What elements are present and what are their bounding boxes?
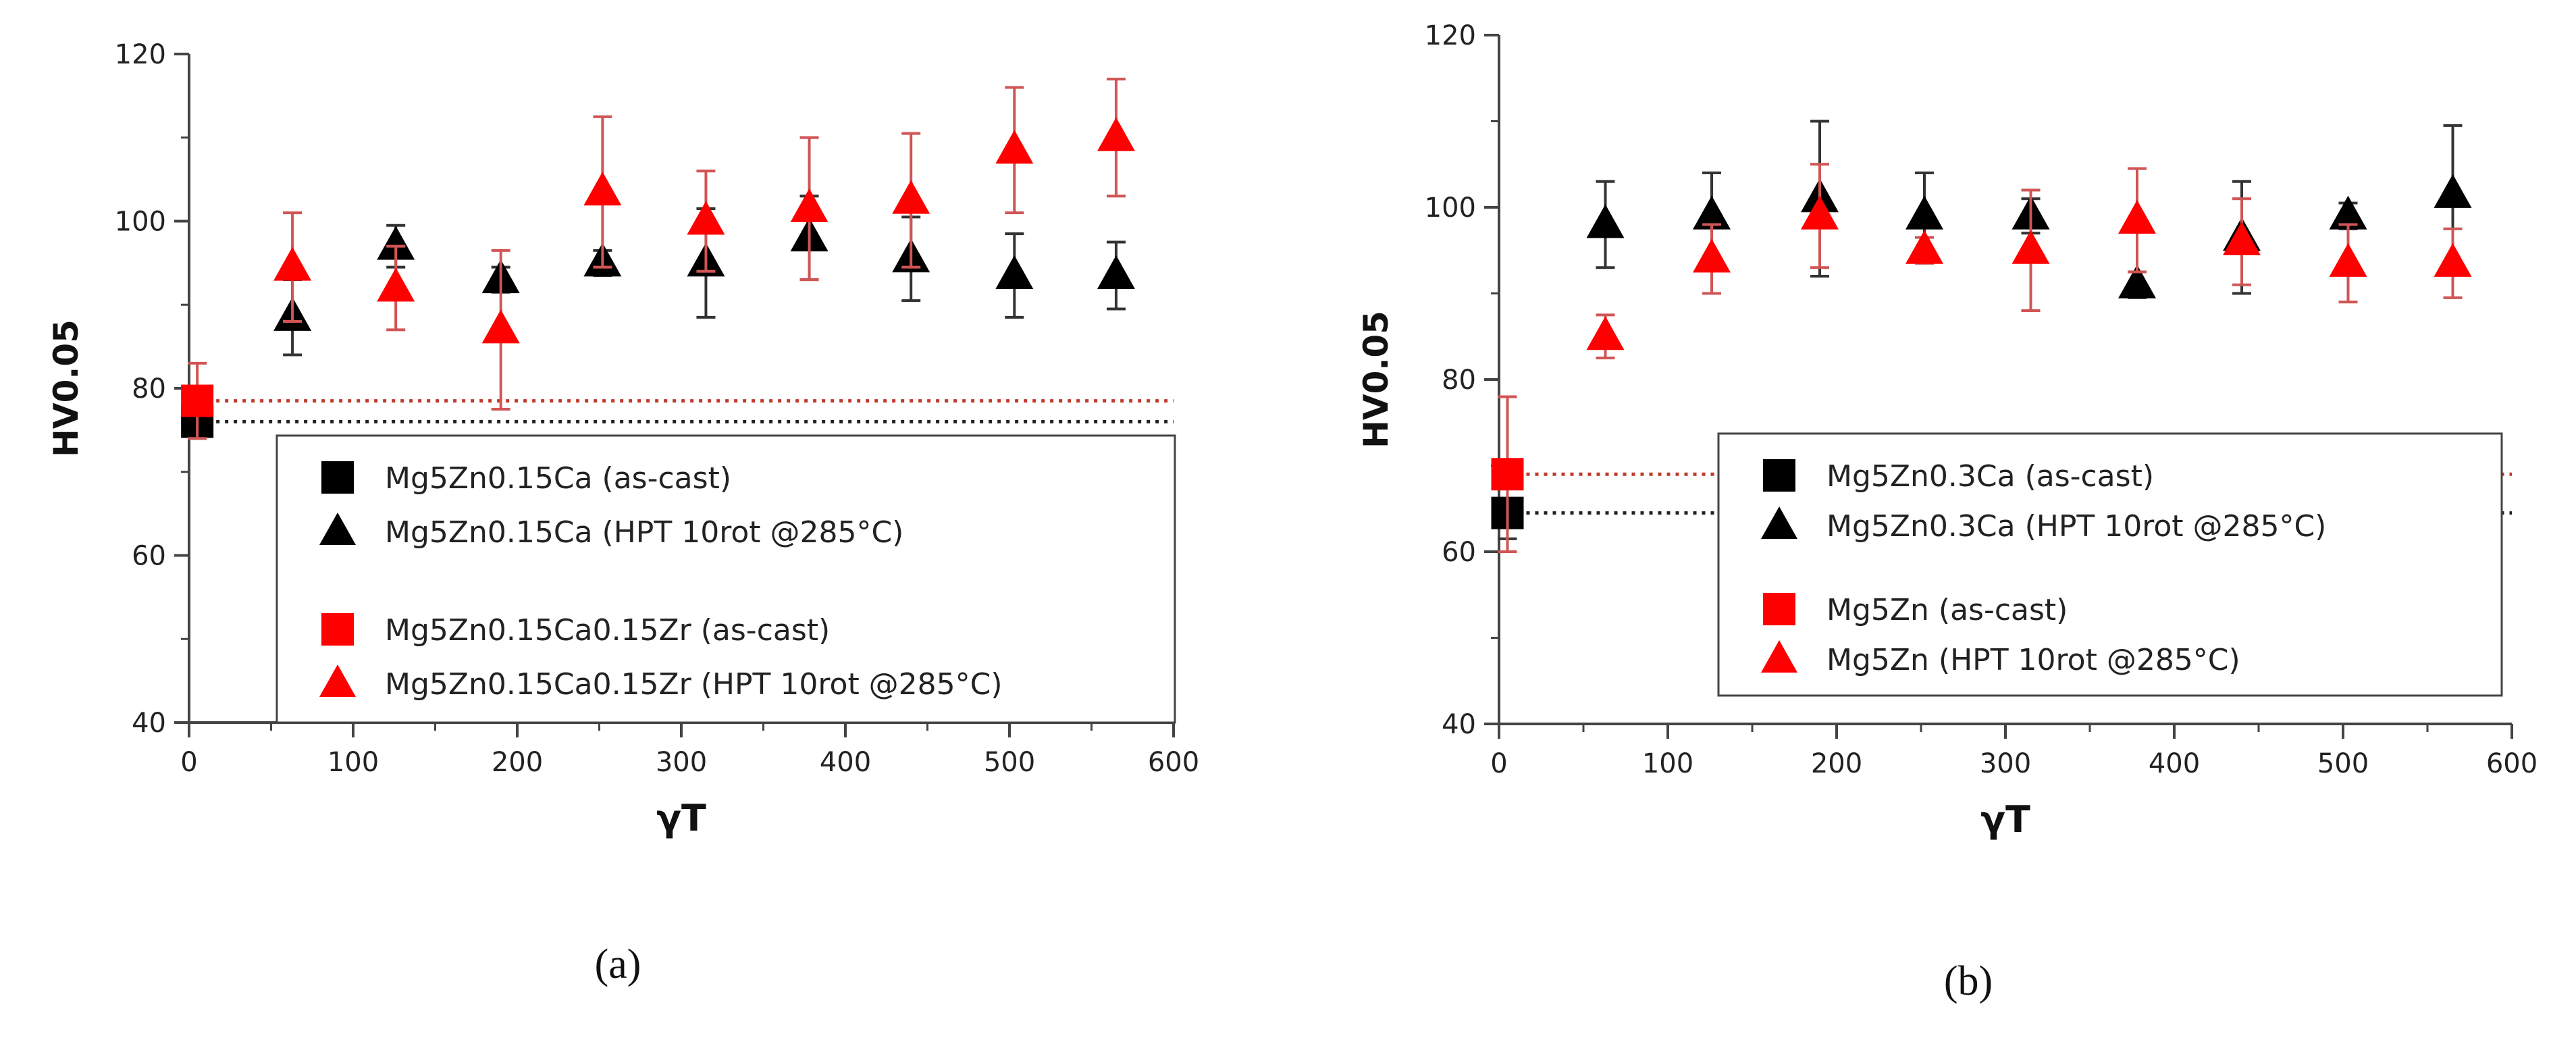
point-mg5zn0-3ca-hpt-10rot-285-c <box>1905 195 1943 230</box>
point-mg5zn-hpt-10rot-285-c <box>1693 238 1731 273</box>
legend-marker-mg5zn-hpt-10rot-285-c <box>1761 640 1797 673</box>
legend-label-mg5zn0-15ca0-15zr-hpt-10rot-285-c: Mg5Zn0.15Ca0.15Zr (HPT 10rot @285°C) <box>385 667 1003 702</box>
x-tick-label: 600 <box>1148 747 1199 778</box>
y-axis-title: HV0.05 <box>1357 311 1396 448</box>
point-mg5zn-hpt-10rot-285-c <box>1586 316 1625 350</box>
point-mg5zn0-15ca0-15zr-hpt-10rot-285-c <box>1097 117 1135 151</box>
point-mg5zn0-15ca0-15zr-hpt-10rot-285-c <box>481 309 520 344</box>
legend-marker-mg5zn0-15ca0-15zr-as-cast <box>321 613 354 646</box>
point-mg5zn0-15ca0-15zr-hpt-10rot-285-c <box>583 172 622 206</box>
point-mg5zn0-3ca-hpt-10rot-285-c <box>1693 195 1731 230</box>
point-mg5zn0-15ca0-15zr-hpt-10rot-285-c <box>995 130 1034 164</box>
x-tick-label: 300 <box>656 747 707 778</box>
panel-caption: (a) <box>595 941 641 987</box>
legend-marker-mg5zn-as-cast <box>1763 593 1795 625</box>
point-mg5zn0-3ca-hpt-10rot-285-c <box>1586 204 1625 238</box>
panel-caption: (b) <box>1944 958 1993 1004</box>
y-tick-label: 120 <box>1425 20 1476 51</box>
y-tick-label: 60 <box>132 541 166 572</box>
point-mg5zn-hpt-10rot-285-c <box>2118 200 2156 234</box>
y-tick-label: 100 <box>115 207 166 238</box>
y-tick-label: 60 <box>1442 537 1476 568</box>
point-mg5zn-hpt-10rot-285-c <box>2434 242 2472 277</box>
point-mg5zn0-15ca0-15zr-hpt-10rot-285-c <box>687 201 725 235</box>
x-tick-label: 100 <box>1642 748 1693 779</box>
panel-b: 40 60 80 100 120 0 100 200 300 400 500 600 HV0.05 γT M… <box>1357 20 2538 1004</box>
y-axis-title: HV0.05 <box>47 319 86 457</box>
x-tick-label: 400 <box>2149 748 2200 779</box>
point-mg5zn0-15ca-hpt-10rot-285-c <box>377 226 415 260</box>
legend-marker-mg5zn0-15ca0-15zr-hpt-10rot-285-c <box>319 664 356 697</box>
point-mg5zn-hpt-10rot-285-c <box>2329 242 2367 277</box>
point-mg5zn0-15ca-hpt-10rot-285-c <box>995 255 1034 289</box>
point-mg5zn-as-cast <box>1491 458 1524 491</box>
x-axis-title: γT <box>1980 798 2030 841</box>
x-tick-label: 400 <box>820 747 871 778</box>
y-tick-label: 40 <box>132 708 166 739</box>
point-mg5zn0-3ca-hpt-10rot-285-c <box>2118 264 2156 298</box>
x-tick-label: 500 <box>984 747 1035 778</box>
x-tick-label: 300 <box>1980 748 2031 779</box>
legend-box <box>1717 432 2503 697</box>
legend-label-mg5zn0-3ca-as-cast: Mg5Zn0.3Ca (as-cast) <box>1826 459 2154 494</box>
y-tick-label: 40 <box>1442 709 1476 740</box>
legend-label-mg5zn0-3ca-hpt-10rot-285-c: Mg5Zn0.3Ca (HPT 10rot @285°C) <box>1826 509 2326 544</box>
y-tick-label: 100 <box>1425 192 1476 224</box>
y-tick-label: 80 <box>1442 365 1476 396</box>
point-mg5zn0-15ca0-15zr-hpt-10rot-285-c <box>273 246 312 281</box>
legend-label-mg5zn-as-cast: Mg5Zn (as-cast) <box>1826 593 2068 627</box>
point-mg5zn0-3ca-hpt-10rot-285-c <box>2329 195 2367 230</box>
legend-label-mg5zn0-15ca-as-cast: Mg5Zn0.15Ca (as-cast) <box>385 461 731 496</box>
legend-label-mg5zn-hpt-10rot-285-c: Mg5Zn (HPT 10rot @285°C) <box>1826 643 2240 677</box>
legend-box <box>275 434 1176 724</box>
point-mg5zn-hpt-10rot-285-c <box>1905 230 1943 264</box>
x-axis-title: γT <box>656 797 706 839</box>
y-tick-label: 80 <box>132 373 166 404</box>
point-mg5zn0-15ca0-15zr-hpt-10rot-285-c <box>377 267 415 302</box>
x-tick-label: 600 <box>2486 748 2538 779</box>
x-tick-label: 200 <box>492 747 543 778</box>
panel-a: 40 60 80 100 120 0 100 200 300 400 500 600 HV0.05 γT M… <box>47 39 1199 987</box>
legend-label-mg5zn0-15ca-hpt-10rot-285-c: Mg5Zn0.15Ca (HPT 10rot @285°C) <box>385 515 903 550</box>
x-tick-label: 200 <box>1811 748 1862 779</box>
legend-marker-mg5zn0-3ca-hpt-10rot-285-c <box>1761 506 1797 539</box>
y-tick-label: 120 <box>115 39 166 70</box>
point-mg5zn0-15ca-hpt-10rot-285-c <box>1097 255 1135 289</box>
x-tick-label: 0 <box>1490 748 1507 779</box>
x-tick-label: 0 <box>180 747 197 778</box>
point-mg5zn0-3ca-hpt-10rot-285-c <box>2434 174 2472 208</box>
x-tick-label: 500 <box>2317 748 2369 779</box>
legend-label-mg5zn0-15ca0-15zr-as-cast: Mg5Zn0.15Ca0.15Zr (as-cast) <box>385 613 830 648</box>
legend-marker-mg5zn0-3ca-as-cast <box>1763 459 1795 492</box>
point-mg5zn0-15ca0-15zr-hpt-10rot-285-c <box>892 180 930 214</box>
legend-marker-mg5zn0-15ca-hpt-10rot-285-c <box>319 513 356 545</box>
legend-marker-mg5zn0-15ca-as-cast <box>321 461 354 494</box>
point-mg5zn-hpt-10rot-285-c <box>2012 230 2050 264</box>
point-mg5zn-hpt-10rot-285-c <box>1801 195 1839 230</box>
point-mg5zn0-15ca0-15zr-as-cast <box>181 384 214 417</box>
point-mg5zn-hpt-10rot-285-c <box>2223 221 2261 255</box>
point-mg5zn0-15ca0-15zr-hpt-10rot-285-c <box>790 188 829 222</box>
x-tick-label: 100 <box>327 747 379 778</box>
